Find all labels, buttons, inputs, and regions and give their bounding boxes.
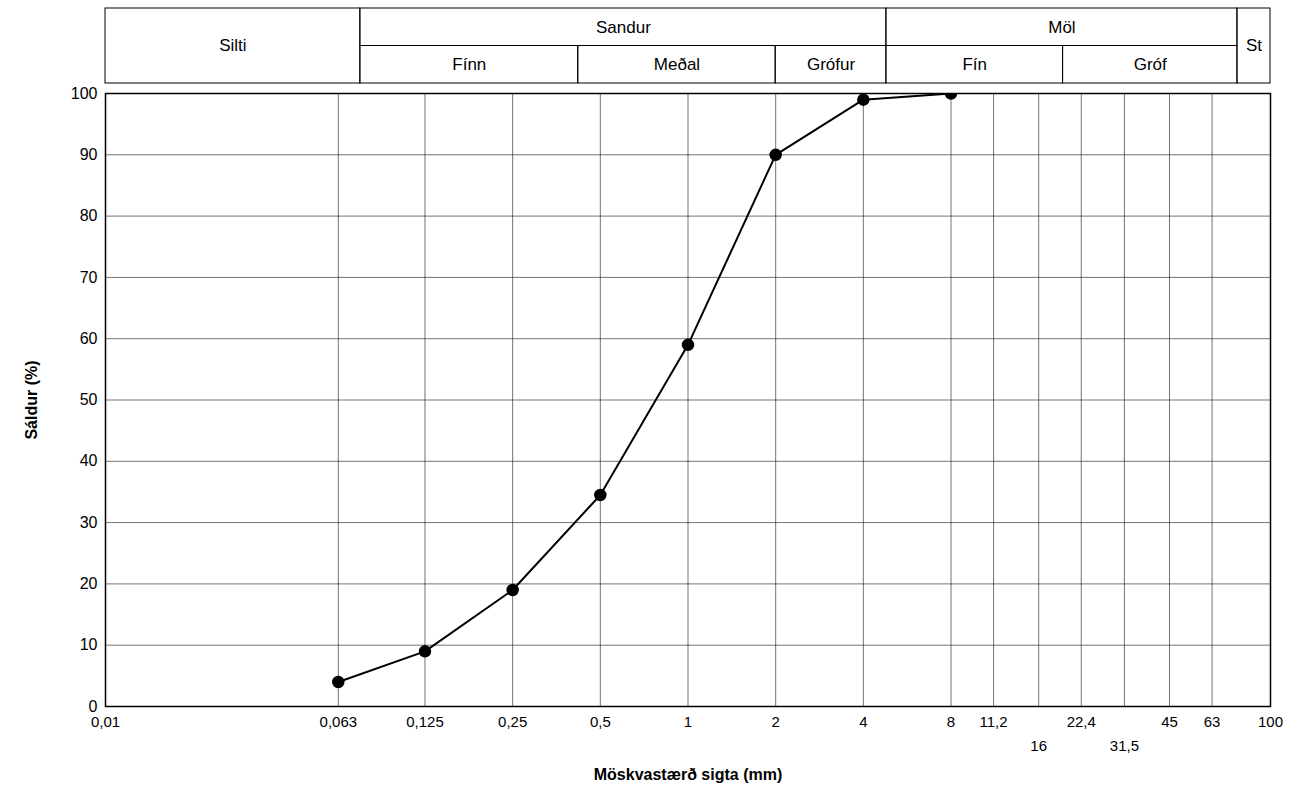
svg-text:80: 80	[80, 207, 98, 224]
svg-text:Fín: Fín	[962, 55, 987, 74]
svg-text:2: 2	[772, 713, 780, 730]
svg-text:100: 100	[1258, 713, 1283, 730]
svg-text:0,063: 0,063	[320, 713, 358, 730]
svg-text:Silti: Silti	[219, 36, 246, 55]
svg-text:0,125: 0,125	[406, 713, 444, 730]
svg-text:40: 40	[80, 452, 98, 469]
svg-text:0,5: 0,5	[590, 713, 611, 730]
svg-text:16: 16	[1030, 737, 1047, 754]
svg-text:100: 100	[71, 85, 98, 102]
svg-text:11,2: 11,2	[980, 713, 1008, 730]
svg-text:45: 45	[1161, 713, 1178, 730]
svg-text:8: 8	[947, 713, 955, 730]
svg-text:Meðal: Meðal	[654, 55, 700, 74]
svg-text:St: St	[1246, 36, 1262, 55]
svg-text:0,01: 0,01	[91, 713, 120, 730]
svg-text:Gróf: Gróf	[1134, 55, 1167, 74]
svg-text:1: 1	[684, 713, 692, 730]
svg-text:0: 0	[89, 698, 98, 715]
svg-text:50: 50	[80, 391, 98, 408]
svg-text:63: 63	[1204, 713, 1221, 730]
svg-text:Grófur: Grófur	[807, 55, 856, 74]
svg-text:0,25: 0,25	[498, 713, 527, 730]
svg-text:Sáldur (%): Sáldur (%)	[23, 360, 40, 439]
svg-text:10: 10	[80, 636, 98, 653]
svg-text:4: 4	[859, 713, 867, 730]
svg-text:22,4: 22,4	[1067, 713, 1096, 730]
svg-text:Fínn: Fínn	[452, 55, 486, 74]
svg-text:Möskvastærð sigta (mm): Möskvastærð sigta (mm)	[594, 766, 783, 783]
svg-text:60: 60	[80, 330, 98, 347]
svg-text:31,5: 31,5	[1110, 737, 1139, 754]
svg-text:Sandur: Sandur	[596, 18, 651, 37]
svg-text:30: 30	[80, 514, 98, 531]
svg-text:70: 70	[80, 269, 98, 286]
svg-text:20: 20	[80, 575, 98, 592]
svg-text:90: 90	[80, 146, 98, 163]
svg-text:Möl: Möl	[1048, 18, 1075, 37]
